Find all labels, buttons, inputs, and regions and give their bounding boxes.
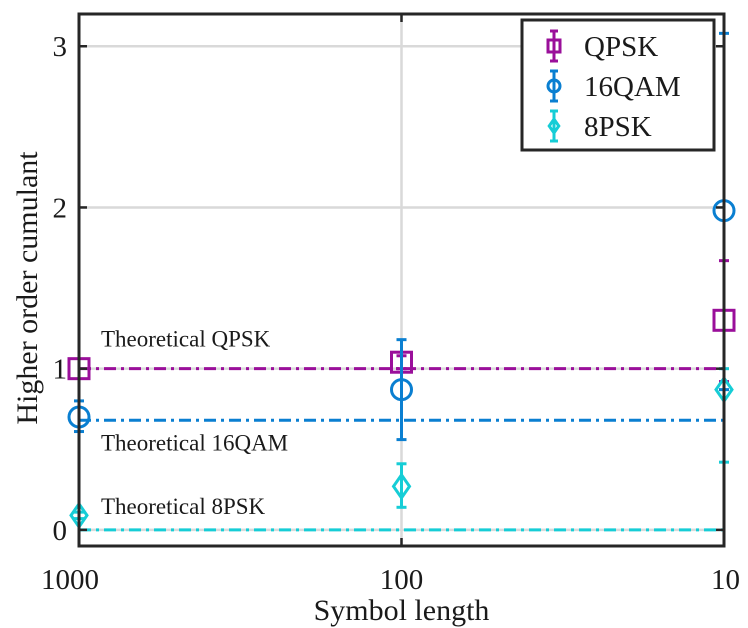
legend-marker: [546, 38, 562, 54]
y-tick-label: 3: [53, 31, 68, 63]
x-axis-label: Symbol length: [314, 594, 490, 627]
axis-labels: 0 1 2 3 1000 100 10 Symbol length Higher order c…: [11, 31, 740, 627]
legend-marker: [546, 78, 562, 94]
y-tick-label: 1: [53, 354, 68, 386]
y-tick-label: 2: [53, 192, 68, 224]
axes-frame: [77, 12, 726, 548]
x-tick-label: 1000: [41, 564, 99, 596]
legend-label: 8PSK: [584, 111, 652, 143]
legend-entry-qpsk: QPSK: [546, 29, 658, 63]
legend-entry-8psk: 8PSK: [547, 109, 652, 143]
legend-marker: [547, 116, 561, 136]
data-point: [390, 378, 413, 402]
theoretical-label-qpsk: Theoretical QPSK: [101, 327, 271, 352]
y-tick-label: 0: [53, 515, 68, 547]
data-point: [391, 472, 412, 501]
legend-label: QPSK: [584, 31, 658, 63]
legend-label: 16QAM: [584, 71, 681, 103]
theoretical-label-8psk: Theoretical 8PSK: [101, 494, 266, 519]
legend: QPSK 16QAM 8PSK: [520, 18, 716, 152]
legend-entry-16qam: 16QAM: [546, 69, 681, 103]
x-tick-label: 100: [380, 564, 424, 596]
y-axis-label: Higher order cumulant: [11, 151, 44, 425]
x-tick-label: 10: [711, 564, 740, 596]
theoretical-label-16qam: Theoretical 16QAM: [101, 430, 288, 455]
theoretical-lines: Theoretical QPSK Theoretical 16QAM Theoret…: [79, 327, 724, 532]
